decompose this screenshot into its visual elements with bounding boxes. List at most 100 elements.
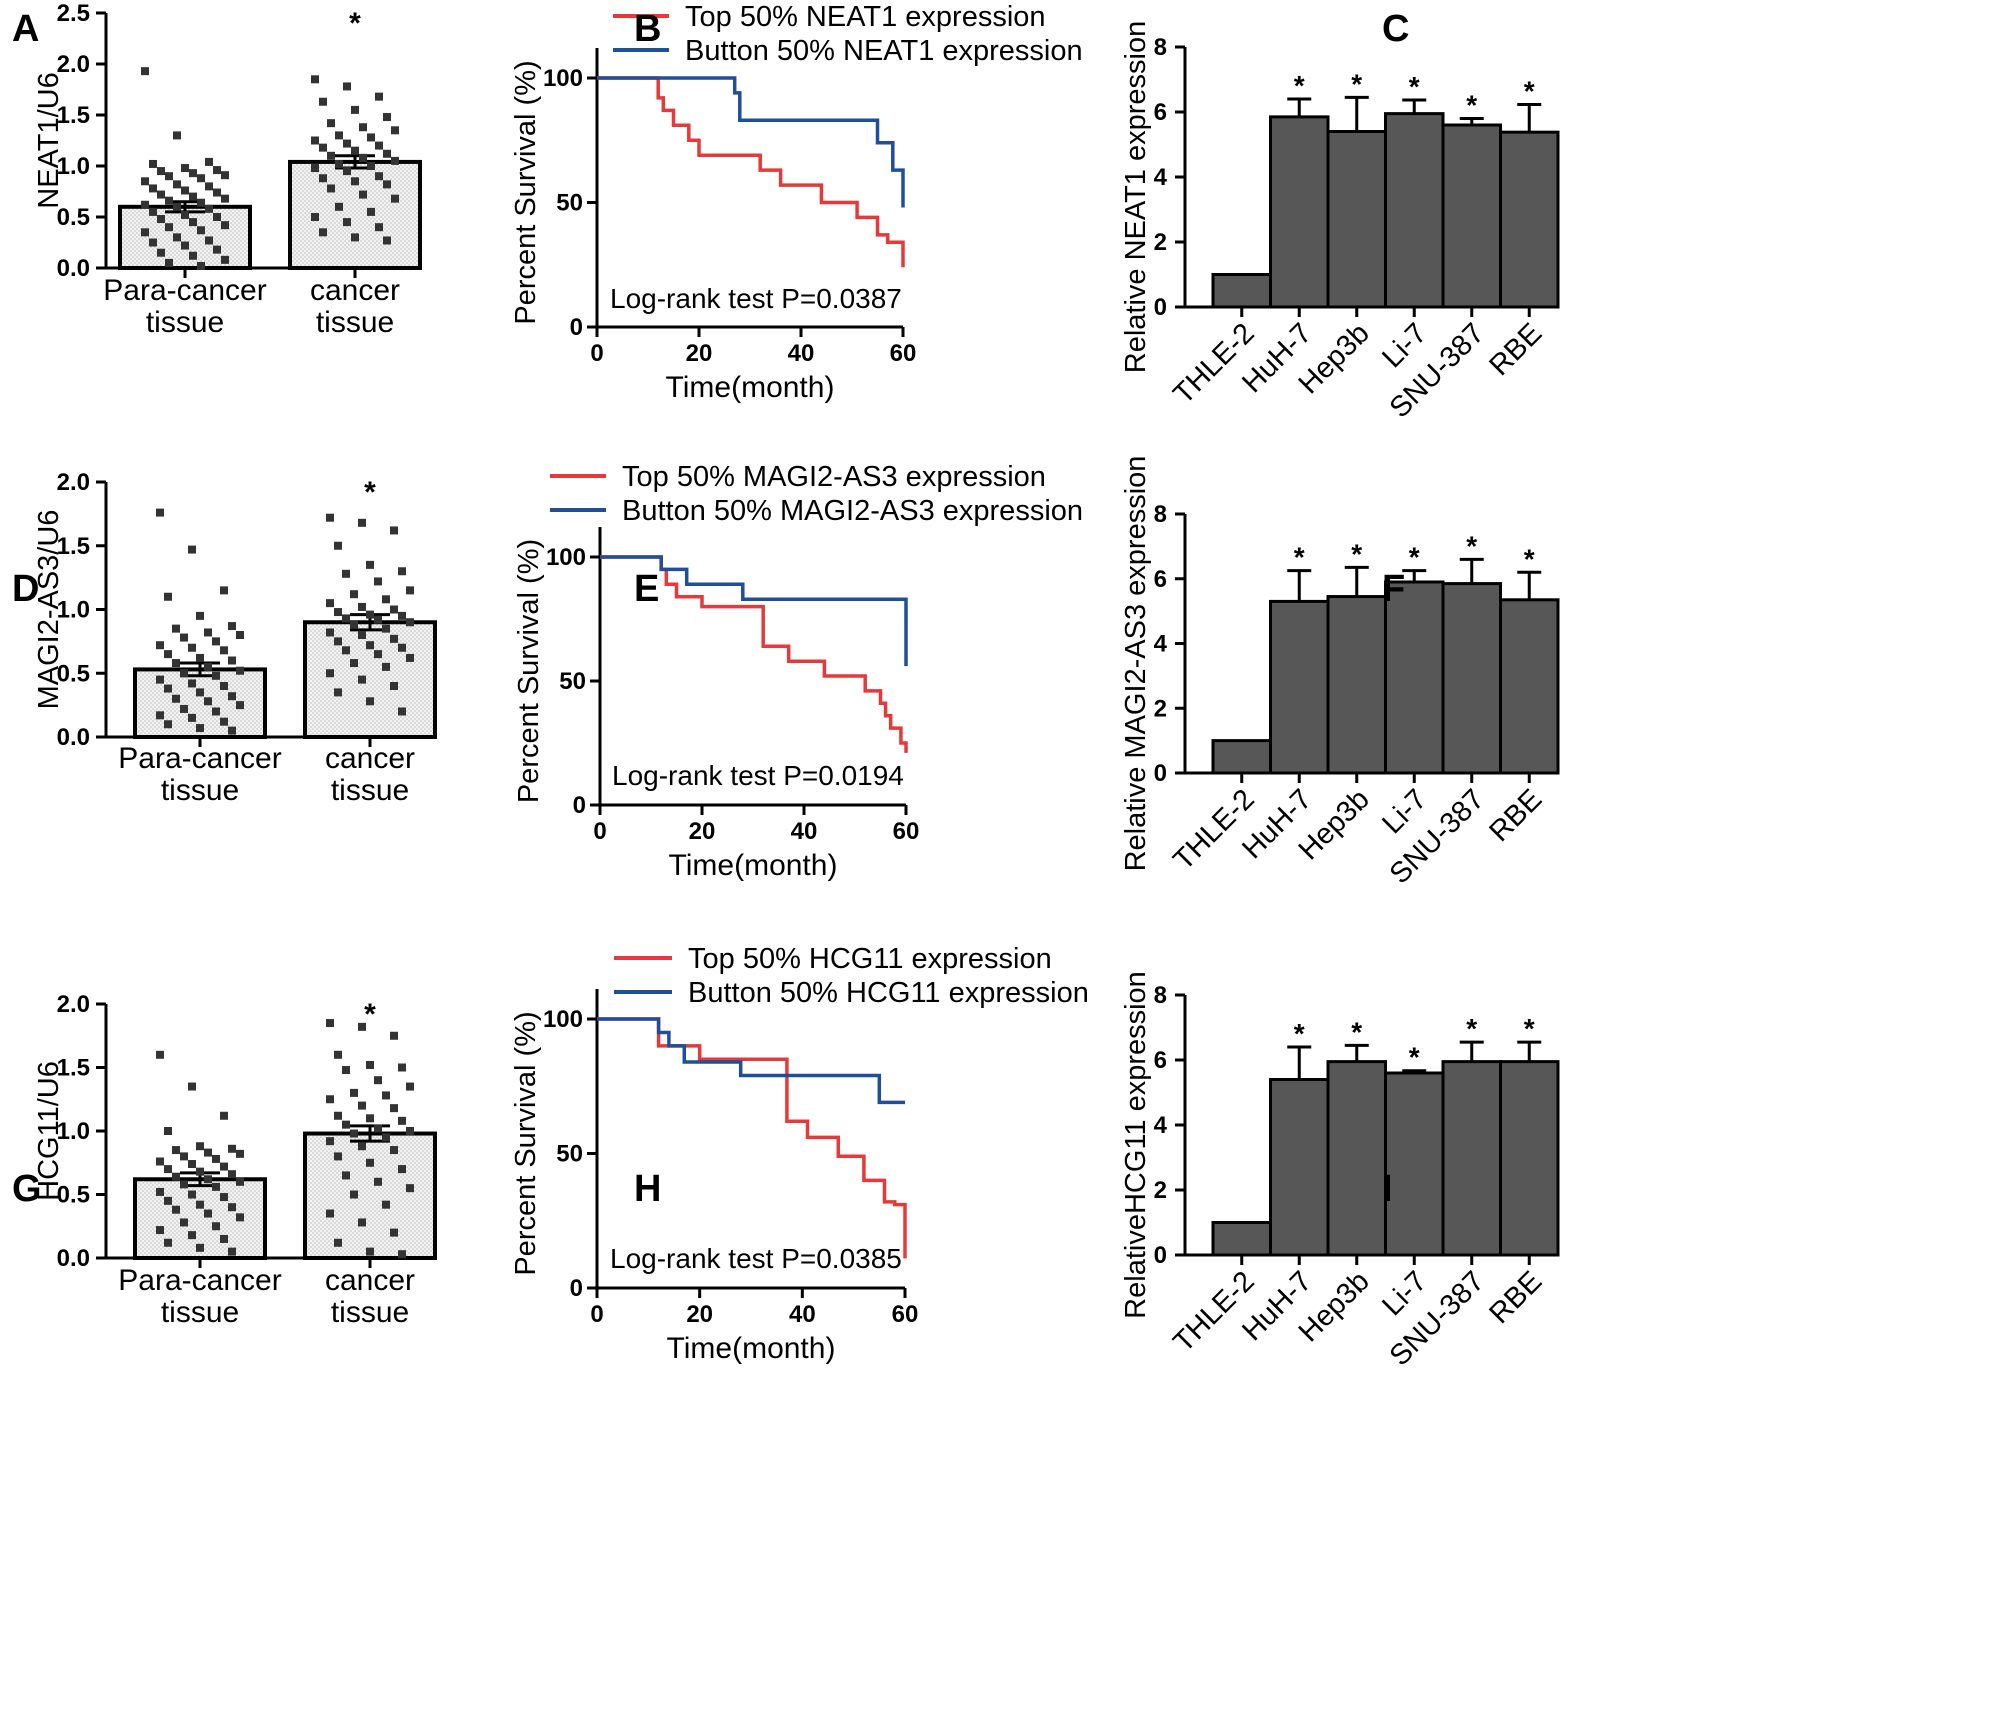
y-tick-label: 0.0 bbox=[57, 724, 90, 751]
y-tick-label: 2.0 bbox=[57, 51, 90, 78]
data-point bbox=[326, 1209, 334, 1218]
data-point bbox=[359, 190, 367, 199]
data-point bbox=[212, 671, 220, 680]
data-point bbox=[188, 1082, 196, 1091]
data-point bbox=[358, 1142, 366, 1151]
y-axis-label: Relative MAGI2-AS3 expression bbox=[1120, 456, 1152, 872]
data-point bbox=[334, 637, 342, 646]
data-point bbox=[180, 1180, 188, 1189]
data-point bbox=[213, 213, 221, 221]
y-tick-label: 50 bbox=[556, 1141, 583, 1168]
y-tick-label: 0 bbox=[573, 792, 586, 819]
data-point bbox=[204, 1209, 212, 1218]
y-tick-label: 100 bbox=[543, 1006, 583, 1033]
data-point bbox=[359, 123, 367, 132]
data-point bbox=[156, 1050, 164, 1059]
data-point bbox=[196, 1243, 204, 1252]
panel-e: E 0 50 100 0 20 40 60 Time(month) Percent Surviv… bbox=[513, 461, 1380, 1120]
data-point bbox=[398, 1165, 406, 1174]
data-point bbox=[319, 97, 327, 106]
data-point bbox=[358, 602, 366, 611]
panel-c: C 0 2 4 6 8 Relative NEAT1 expression THLE-2 * H… bbox=[1120, 0, 1980, 530]
data-point bbox=[213, 166, 221, 175]
data-point bbox=[196, 653, 204, 662]
data-point bbox=[228, 1203, 236, 1212]
data-point bbox=[366, 1247, 374, 1256]
x-tick-label: tissue bbox=[161, 1296, 239, 1329]
data-point bbox=[228, 622, 236, 631]
data-point bbox=[406, 618, 414, 627]
data-point bbox=[350, 659, 358, 668]
data-point bbox=[326, 628, 334, 637]
data-point bbox=[205, 236, 213, 245]
data-point bbox=[197, 261, 205, 270]
y-tick-label: 8 bbox=[1154, 34, 1167, 61]
x-tick-label: Para-cancer bbox=[103, 274, 266, 307]
data-point bbox=[311, 164, 319, 173]
data-point bbox=[212, 707, 220, 716]
x-axis-label: Time(month) bbox=[669, 849, 838, 882]
x-tick-label: 60 bbox=[893, 818, 920, 845]
data-point bbox=[236, 701, 244, 710]
data-point bbox=[180, 704, 188, 713]
data-point bbox=[406, 1184, 414, 1193]
data-point bbox=[189, 251, 197, 260]
scatter-bar-chart: 0.00.51.01.52.02.5NEAT1/U6Para-cancertis… bbox=[33, 0, 422, 339]
data-point bbox=[188, 545, 196, 554]
data-point bbox=[156, 641, 164, 650]
x-tick-label: 20 bbox=[686, 1301, 713, 1328]
data-point bbox=[366, 697, 374, 706]
data-point bbox=[141, 67, 149, 76]
data-point bbox=[149, 184, 157, 193]
x-axis-label: Time(month) bbox=[666, 371, 835, 404]
data-point bbox=[164, 1127, 172, 1135]
survival-curve bbox=[600, 555, 908, 667]
y-tick-label: 0 bbox=[1154, 1242, 1167, 1269]
y-tick-label: 1.0 bbox=[57, 1118, 90, 1145]
data-point bbox=[311, 75, 319, 84]
x-tick-label: tissue bbox=[146, 306, 224, 339]
data-point bbox=[181, 164, 189, 173]
data-point bbox=[157, 190, 165, 199]
y-tick-label: 1.0 bbox=[57, 153, 90, 180]
bar bbox=[1269, 599, 1330, 775]
data-point bbox=[173, 233, 181, 242]
legend-label: Top 50% MAGI2-AS3 expression bbox=[622, 461, 1046, 493]
data-point bbox=[335, 202, 343, 211]
data-point bbox=[220, 1193, 228, 1202]
data-point bbox=[221, 171, 229, 180]
panel-d: D 0.0 0.5 1.0 1.5 2.0 MAGI2-AS3/U6 Para-cancer… bbox=[0, 469, 560, 1030]
data-point bbox=[375, 172, 383, 181]
data-point bbox=[228, 692, 236, 701]
significance-star: * bbox=[1409, 542, 1420, 573]
y-tick-label: 6 bbox=[1154, 1047, 1167, 1074]
data-point bbox=[205, 204, 213, 213]
bar bbox=[1384, 1071, 1445, 1257]
data-point bbox=[391, 156, 399, 165]
significance-star: * bbox=[349, 7, 361, 40]
data-point bbox=[383, 236, 391, 245]
data-point bbox=[334, 1111, 342, 1120]
data-point bbox=[149, 207, 157, 216]
data-point bbox=[156, 711, 164, 720]
significance-star: * bbox=[1466, 1013, 1477, 1044]
data-point bbox=[366, 560, 374, 569]
y-tick-label: 1.5 bbox=[57, 1055, 90, 1082]
data-point bbox=[390, 605, 398, 614]
bar bbox=[1269, 115, 1330, 309]
data-point bbox=[149, 159, 157, 168]
data-point bbox=[204, 1148, 212, 1157]
data-point bbox=[350, 620, 358, 629]
data-point bbox=[197, 226, 205, 235]
data-point bbox=[221, 221, 229, 230]
y-tick-label: 100 bbox=[543, 65, 583, 92]
panel-a: A 0.0 0.5 1.0 1.5 2.0 2.5 NEAT1/U6 Para-cancer t… bbox=[0, 0, 560, 430]
y-tick-label: 2 bbox=[1154, 1177, 1167, 1204]
significance-star: * bbox=[1466, 90, 1477, 121]
y-tick-label: 1.5 bbox=[57, 102, 90, 129]
data-point bbox=[205, 182, 213, 191]
data-point bbox=[220, 682, 228, 690]
data-point bbox=[220, 586, 228, 595]
